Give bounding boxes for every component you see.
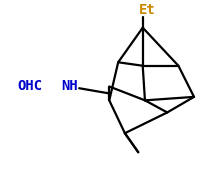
Text: NH: NH [61,79,78,93]
Text: OHC: OHC [18,79,43,93]
Text: Et: Et [139,3,156,17]
